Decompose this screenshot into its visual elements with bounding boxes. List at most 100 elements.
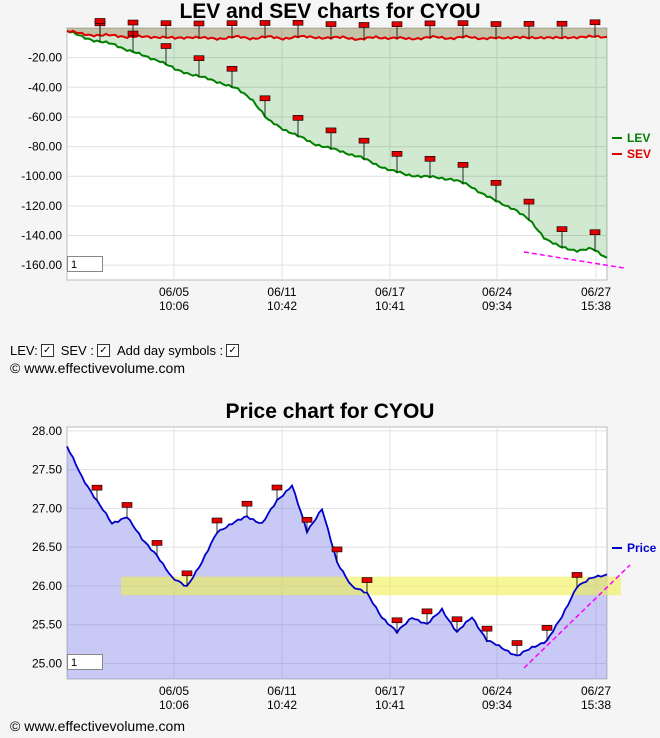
day-marker xyxy=(541,625,553,631)
y-tick-label: -20.00 xyxy=(28,51,62,65)
day-marker xyxy=(523,21,535,27)
x-tick-time: 10:42 xyxy=(267,299,297,313)
day-symbols-label: Add day symbols : xyxy=(116,343,224,358)
y-tick-label: -140.00 xyxy=(21,229,62,243)
day-marker xyxy=(571,572,583,578)
day-marker xyxy=(151,540,163,546)
day-marker xyxy=(331,546,343,553)
y-tick-label: 25.00 xyxy=(32,656,62,670)
day-marker xyxy=(556,20,568,27)
y-tick-label: -60.00 xyxy=(28,110,62,124)
day-marker xyxy=(121,502,133,508)
day-marker xyxy=(511,640,523,646)
sev-checkbox[interactable]: ✓ xyxy=(96,344,110,357)
x-tick-time: 10:41 xyxy=(375,698,405,712)
lev-plot-area xyxy=(66,27,608,281)
day-marker xyxy=(451,616,463,623)
legend-label-sev: SEV xyxy=(627,147,651,161)
day-marker xyxy=(358,137,370,144)
x-tick-date: 06/27 xyxy=(581,285,611,299)
day-marker xyxy=(211,517,223,524)
x-tick-time: 10:42 xyxy=(267,698,297,712)
day-marker xyxy=(271,484,283,491)
day-marker xyxy=(292,19,304,26)
legend-label-price: Price xyxy=(627,541,657,555)
day-marker xyxy=(490,21,502,27)
day-marker xyxy=(424,155,436,162)
day-marker xyxy=(301,516,313,523)
day-marker xyxy=(391,21,403,27)
x-tick-date: 06/11 xyxy=(267,285,296,299)
x-tick-time: 09:34 xyxy=(482,698,512,712)
day-marker xyxy=(361,577,373,583)
y-tick-label: -120.00 xyxy=(21,199,62,213)
price-chart-title: Price chart for CYOU xyxy=(225,400,435,423)
resistance-band xyxy=(121,576,621,596)
day-marker xyxy=(226,20,238,26)
day-marker xyxy=(391,151,403,157)
lev-chart-title: LEV and SEV charts for CYOU xyxy=(179,0,481,23)
day-marker xyxy=(259,20,271,26)
day-marker xyxy=(589,19,601,26)
day-marker xyxy=(292,115,304,121)
lev-sev-chart: -20.00 -40.00 -60.00 -80.00 -100.00 -120.00 -1… xyxy=(21,18,651,313)
legend-label-lev: LEV xyxy=(627,131,650,145)
y-tick-label: -100.00 xyxy=(21,169,62,183)
x-tick-date: 06/17 xyxy=(375,684,405,698)
price-trendline xyxy=(523,564,631,669)
day-marker xyxy=(391,617,403,624)
day-marker xyxy=(358,22,370,28)
lev-zoom-input[interactable]: 1 xyxy=(67,256,103,272)
y-tick-label: 27.50 xyxy=(32,463,62,477)
x-tick-time: 10:06 xyxy=(159,299,189,313)
chart-options: LEV: ✓ SEV : ✓ Add day symbols : ✓ xyxy=(10,343,243,358)
lev-trendline xyxy=(523,251,625,269)
copyright-bottom[interactable]: © www.effectivevolume.com xyxy=(10,718,186,734)
price-zoom-input[interactable]: 1 xyxy=(67,654,103,670)
day-marker xyxy=(160,20,172,27)
y-tick-label: 26.00 xyxy=(32,579,62,593)
day-marker xyxy=(259,95,271,102)
day-marker xyxy=(193,20,205,27)
day-marker xyxy=(91,484,103,491)
series-line-sev xyxy=(66,29,608,41)
day-marker xyxy=(94,18,106,24)
day-marker xyxy=(457,20,469,26)
day-marker xyxy=(589,229,601,236)
y-tick-label: -80.00 xyxy=(28,140,62,154)
day-marker xyxy=(160,43,172,49)
y-tick-label: 28.00 xyxy=(32,424,62,438)
y-tick-label: 25.50 xyxy=(32,618,62,632)
day-marker xyxy=(226,65,238,72)
day-marker xyxy=(325,21,337,27)
day-marker xyxy=(421,608,433,615)
x-tick-time: 09:34 xyxy=(482,299,512,313)
day-marker xyxy=(193,55,205,61)
day-marker xyxy=(181,570,193,577)
day-marker xyxy=(523,198,535,205)
y-tick-label: 26.50 xyxy=(32,540,62,554)
series-fill-lev xyxy=(67,28,607,258)
day-marker xyxy=(424,20,436,27)
y-tick-label: 27.00 xyxy=(32,501,62,515)
y-tick-label: -160.00 xyxy=(21,258,62,272)
y-tick-label: -40.00 xyxy=(28,80,62,94)
x-tick-time: 15:38 xyxy=(581,698,611,712)
lev-option-label: LEV: xyxy=(10,343,38,358)
x-tick-date: 06/24 xyxy=(482,285,512,299)
sev-option-label: SEV : xyxy=(60,343,94,358)
x-tick-date: 06/05 xyxy=(159,684,189,698)
day-marker xyxy=(325,127,337,134)
x-tick-date: 06/05 xyxy=(159,285,189,299)
copyright-top[interactable]: © www.effectivevolume.com xyxy=(10,360,186,376)
x-tick-time: 10:06 xyxy=(159,698,189,712)
x-tick-time: 15:38 xyxy=(581,299,611,313)
day-symbols-checkbox[interactable]: ✓ xyxy=(226,344,240,357)
x-tick-time: 10:41 xyxy=(375,299,405,313)
lev-checkbox[interactable]: ✓ xyxy=(40,344,54,357)
day-marker xyxy=(241,500,253,507)
x-tick-date: 06/11 xyxy=(267,684,296,698)
x-tick-date: 06/17 xyxy=(375,285,405,299)
day-marker xyxy=(481,625,493,632)
